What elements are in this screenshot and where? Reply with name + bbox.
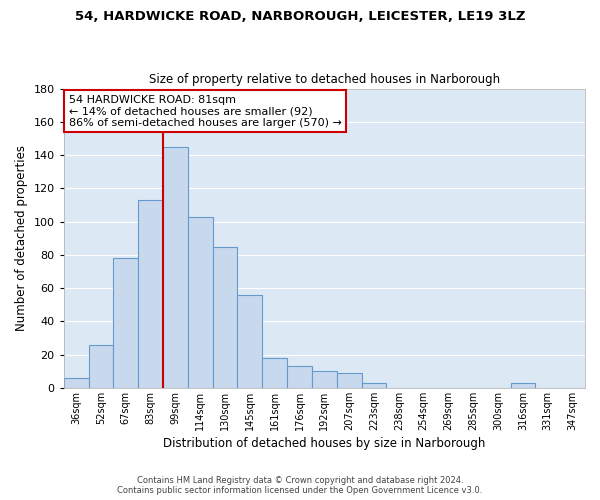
Bar [89, 344, 113, 388]
Bar [312, 372, 337, 388]
Text: 54 HARDWICKE ROAD: 81sqm
← 14% of detached houses are smaller (92)
86% of semi-d: 54 HARDWICKE ROAD: 81sqm ← 14% of detach… [69, 94, 342, 128]
Bar [188, 216, 212, 388]
Bar [511, 383, 535, 388]
Text: 54, HARDWICKE ROAD, NARBOROUGH, LEICESTER, LE19 3LZ: 54, HARDWICKE ROAD, NARBOROUGH, LEICESTE… [75, 10, 525, 23]
Bar [362, 383, 386, 388]
X-axis label: Distribution of detached houses by size in Narborough: Distribution of detached houses by size … [163, 437, 485, 450]
Bar [337, 373, 362, 388]
Bar [64, 378, 89, 388]
Bar [163, 147, 188, 388]
Y-axis label: Number of detached properties: Number of detached properties [15, 145, 28, 331]
Bar [138, 200, 163, 388]
Text: Contains HM Land Registry data © Crown copyright and database right 2024.
Contai: Contains HM Land Registry data © Crown c… [118, 476, 482, 495]
Bar [238, 295, 262, 388]
Bar [287, 366, 312, 388]
Bar [262, 358, 287, 388]
Title: Size of property relative to detached houses in Narborough: Size of property relative to detached ho… [149, 73, 500, 86]
Bar [212, 246, 238, 388]
Bar [113, 258, 138, 388]
